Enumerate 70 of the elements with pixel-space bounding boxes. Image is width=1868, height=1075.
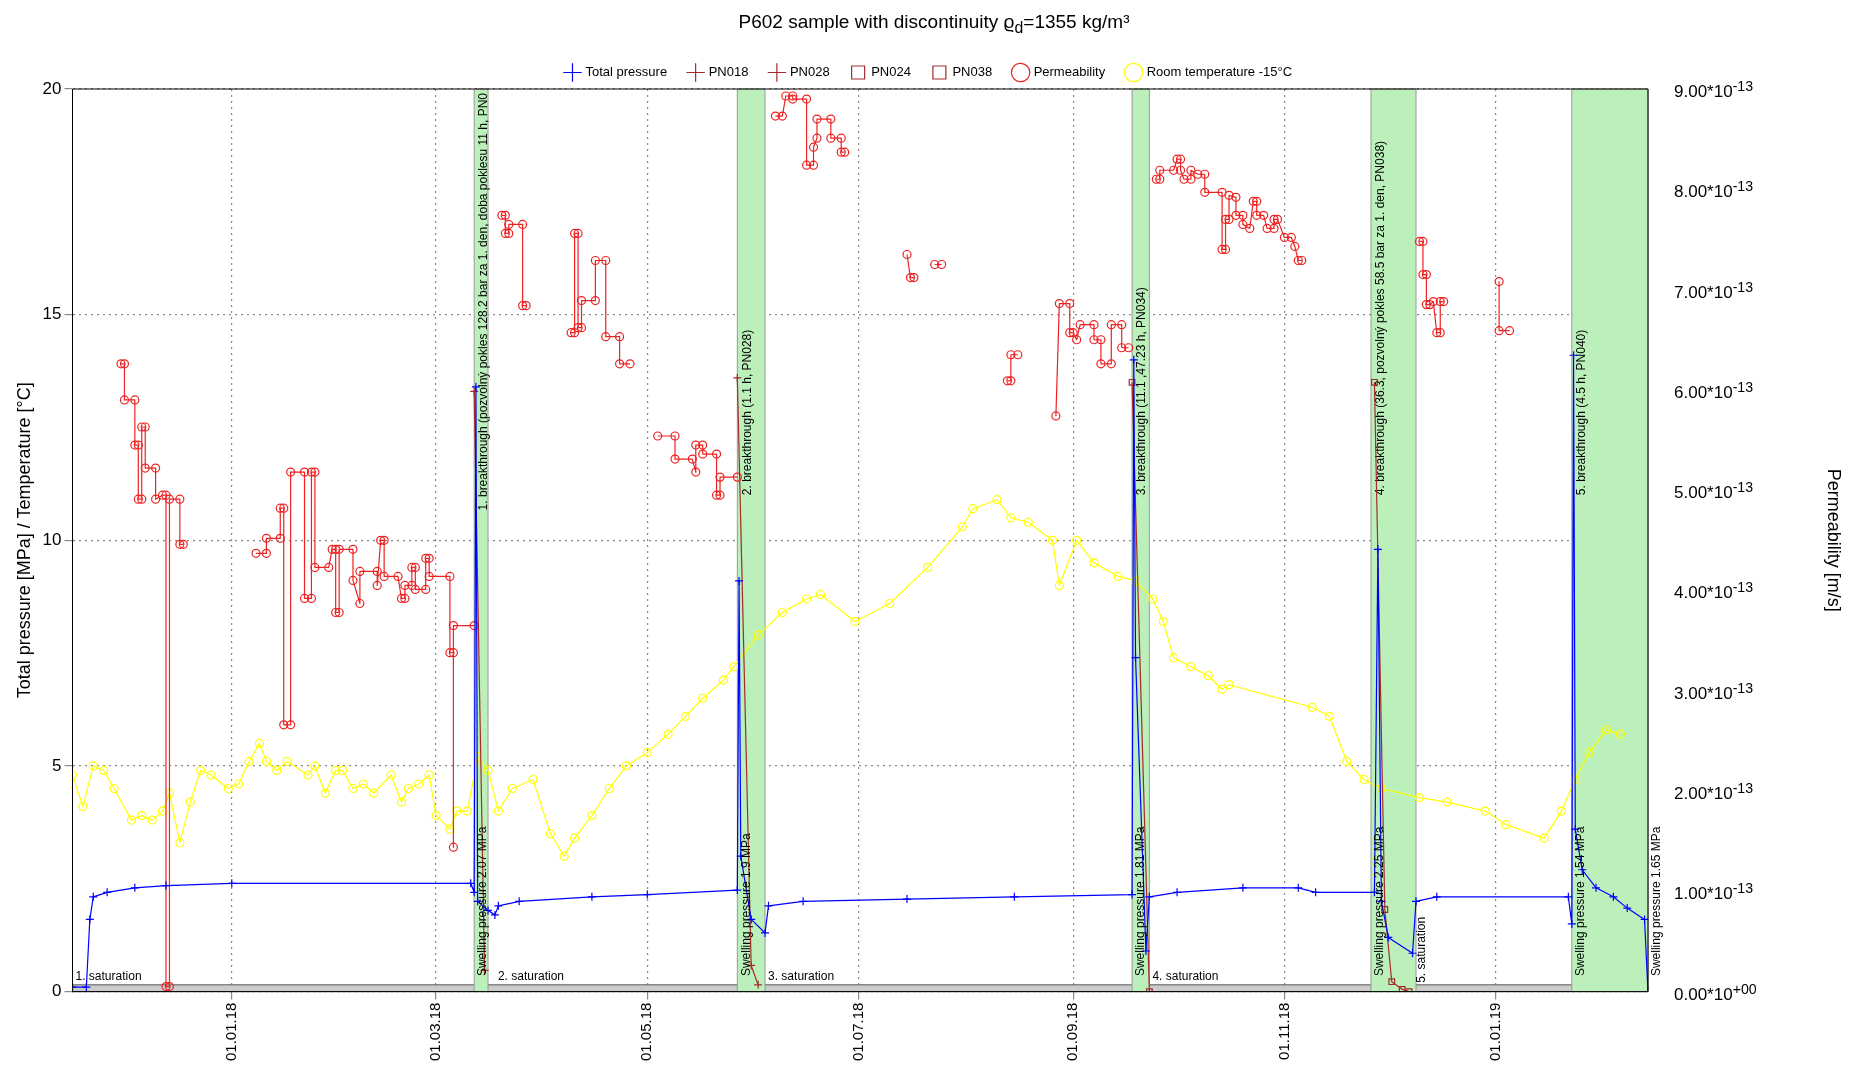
point xyxy=(1567,919,1577,929)
x-tick-label: 01.01.18 xyxy=(221,1002,239,1061)
point xyxy=(732,885,742,895)
y2-axis-title: Permeability [m/s] xyxy=(1824,468,1845,612)
y2-tick-label: 4.00*10$^{-13}$ xyxy=(1674,578,1754,604)
legend-label: PN028 xyxy=(789,64,830,80)
annotation: 4. saturation xyxy=(1152,969,1219,984)
y-tick-label: 15 xyxy=(42,304,62,324)
annotation: Swelling pressure 1.54 MPa xyxy=(1573,826,1588,977)
x-tick-label: 01.07.18 xyxy=(848,1002,866,1061)
y2-tick-label: 1.00*10$^{-13}$ xyxy=(1674,879,1754,905)
y-axis-title: Total pressure [MPa] / Temperature [°C] xyxy=(13,382,34,699)
annotation: Swelling pressure 1.9 MPa xyxy=(738,833,753,977)
point xyxy=(1127,889,1137,900)
band-label: 3. breakthrough (11.1 ,47.23 h, PN034) xyxy=(1134,287,1149,496)
y2-tick-label: 5.00*10$^{-13}$ xyxy=(1674,477,1754,504)
point xyxy=(1128,378,1136,386)
y-tick-label: 20 xyxy=(42,78,62,98)
y2-tick-label: 7.00*10$^{-13}$ xyxy=(1674,277,1754,303)
band-label: 1. breakthrough (pozvolný pokles 128.2 bar za 1. den, doba poklesu 11 h, PN0 xyxy=(476,92,491,511)
point xyxy=(734,576,744,586)
y2-tick-label: 3.00*10$^{-13}$ xyxy=(1674,678,1754,705)
annotation: Swelling pressure 2.25 MPa xyxy=(1372,826,1387,977)
point xyxy=(493,901,504,911)
point xyxy=(763,901,774,911)
x-tick-label: 01.11.18 xyxy=(1274,1002,1292,1060)
y2-tick-label: 6.00*10$^{-13}$ xyxy=(1674,377,1754,404)
chart-title: P602 sample with discontinuity ϱ$_{d}$=1355 kg/m³ xyxy=(737,10,1131,38)
point xyxy=(798,896,808,906)
annotation: 3. saturation xyxy=(768,969,835,984)
point xyxy=(753,980,763,990)
legend-label: Room temperature -15°C xyxy=(1146,64,1293,80)
y2-tick-label: 8.00*10$^{-13}$ xyxy=(1674,176,1754,203)
point xyxy=(1411,896,1421,906)
y-tick-label: 0 xyxy=(52,981,62,1001)
legend-label: PN024 xyxy=(871,64,911,80)
point xyxy=(587,892,597,902)
point xyxy=(1373,544,1383,554)
y2-tick-label: 2.00*10$^{-13}$ xyxy=(1674,778,1754,805)
y2-tick-label: 0.00*10$^{+00}$ xyxy=(1674,979,1757,1005)
annotation: 2. saturation xyxy=(497,969,564,984)
point xyxy=(1398,985,1406,992)
point xyxy=(1238,883,1248,893)
point xyxy=(81,982,91,992)
x-tick-label: 01.09.18 xyxy=(1063,1002,1081,1061)
point xyxy=(902,894,912,904)
legend-label: Total pressure xyxy=(585,64,668,80)
point xyxy=(102,887,112,897)
point xyxy=(760,928,770,938)
legend-label: Permeability xyxy=(1033,64,1106,80)
point xyxy=(1622,903,1632,913)
y-tick-label: 10 xyxy=(42,529,62,549)
annotation: Swelling pressure 1.81 MPa xyxy=(1133,826,1148,977)
band-label: 2. breakthrough (1.1 h, PN028) xyxy=(739,329,754,496)
band-label: 5. breakthrough (4.5 h, PN040) xyxy=(1574,329,1589,496)
legend-label: PN018 xyxy=(708,64,749,80)
point xyxy=(1172,887,1182,897)
annotation: 1. saturation xyxy=(75,969,142,984)
annotation: 5. saturation xyxy=(1413,916,1428,983)
point xyxy=(1591,883,1601,893)
x-tick-label: 01.03.18 xyxy=(426,1002,444,1061)
point xyxy=(1388,978,1396,986)
annotation: Swelling pressure 1.65 MPa xyxy=(1649,826,1664,977)
point xyxy=(161,880,171,891)
y-tick-label: 5 xyxy=(52,755,62,775)
x-tick-label: 01.05.18 xyxy=(637,1002,655,1061)
legend-label: PN038 xyxy=(952,64,993,80)
annotation: Swelling pressure 2.07 MPa xyxy=(475,826,490,977)
y2-tick-label: 9.00*10$^{-13}$ xyxy=(1674,76,1754,103)
x-tick-label: 01.01.19 xyxy=(1485,1002,1503,1061)
